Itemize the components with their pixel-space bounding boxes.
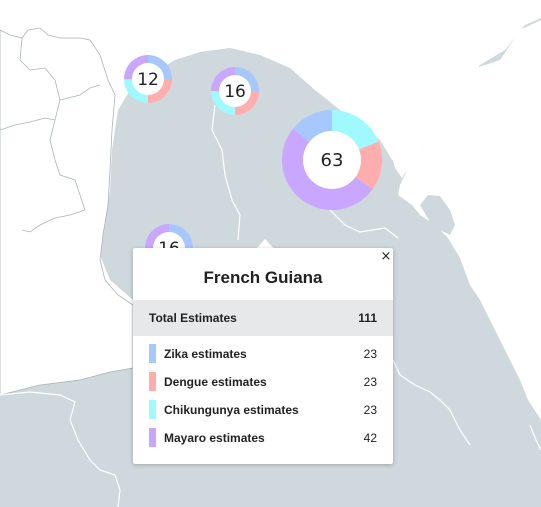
- donut-segment: [148, 79, 172, 103]
- donut-segment: [292, 110, 332, 143]
- donut-segment: [282, 128, 373, 210]
- donut-segment: [332, 110, 379, 150]
- cluster-center: [132, 63, 164, 95]
- cluster-center: [219, 75, 251, 107]
- estimate-label: Zika estimates: [164, 347, 247, 361]
- total-estimates-row: Total Estimates 111: [133, 300, 393, 336]
- estimate-value: 23: [363, 375, 377, 389]
- cluster-donut: [211, 67, 259, 115]
- donut-segment: [124, 79, 148, 103]
- legend-swatch: [149, 428, 156, 447]
- donut-segment: [235, 91, 259, 115]
- total-estimates-label: Total Estimates: [149, 311, 237, 325]
- boundary-line: [19, 37, 86, 233]
- cluster-marker[interactable]: 63: [282, 110, 382, 210]
- cluster-marker[interactable]: 12: [124, 55, 172, 103]
- border-far-east: [529, 424, 541, 451]
- donut-segment: [235, 67, 259, 91]
- cluster-donut: [282, 110, 382, 210]
- donut-segment: [211, 91, 235, 115]
- land-west: [0, 27, 134, 396]
- cluster-count: 16: [224, 82, 246, 102]
- info-popup: × French Guiana Total Estimates 111 Zika…: [133, 248, 393, 464]
- estimate-row-chikungunya: Chikungunya estimates 23: [133, 400, 393, 420]
- estimate-label: Mayaro estimates: [164, 431, 265, 445]
- popup-tip: [256, 239, 274, 249]
- donut-segment: [169, 224, 193, 248]
- boundary-line: [59, 84, 101, 101]
- estimate-row-dengue: Dengue estimates 23: [133, 372, 393, 392]
- estimate-value: 23: [363, 403, 377, 417]
- sea-region: [0, 0, 541, 178]
- estimate-value: 42: [363, 431, 377, 445]
- close-icon[interactable]: ×: [380, 249, 392, 264]
- cluster-count: 63: [321, 150, 344, 171]
- estimate-label: Chikungunya estimates: [164, 403, 299, 417]
- total-estimates-value: 111: [358, 311, 377, 325]
- estimate-row-mayaro: Mayaro estimates 42: [133, 428, 393, 448]
- border-south: [0, 391, 121, 507]
- cluster-marker[interactable]: 16: [211, 67, 259, 115]
- cluster-donut: [124, 55, 172, 103]
- estimate-value: 23: [363, 347, 377, 361]
- legend-swatch: [149, 344, 156, 363]
- donut-segment: [124, 55, 148, 79]
- border-south-east: [392, 359, 471, 446]
- legend-swatch: [149, 400, 156, 419]
- legend-swatch: [149, 372, 156, 391]
- donut-segment: [148, 55, 172, 79]
- donut-segment: [354, 141, 382, 190]
- boundary-line: [0, 117, 56, 131]
- cluster-count: 12: [137, 70, 159, 90]
- estimate-label: Dengue estimates: [164, 375, 267, 389]
- coast-island: [420, 195, 455, 235]
- donut-segment: [145, 224, 169, 248]
- border-suriname-west: [211, 104, 241, 241]
- donut-segment: [211, 67, 235, 91]
- popup-title: French Guiana: [203, 268, 323, 287]
- estimate-row-zika: Zika estimates 23: [133, 344, 393, 364]
- cluster-center: [303, 131, 361, 189]
